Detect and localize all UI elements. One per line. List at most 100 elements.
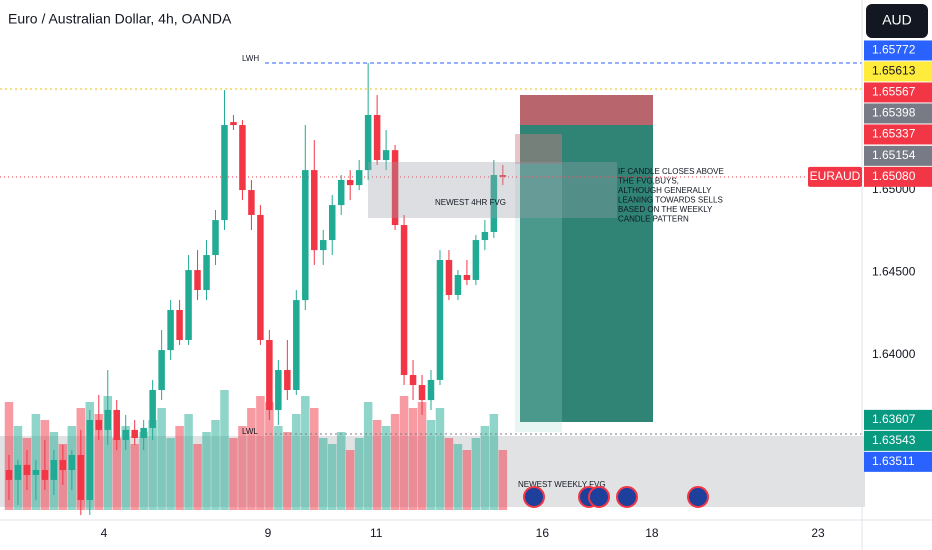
volume-bar	[274, 426, 283, 510]
candle-body	[337, 179, 345, 206]
fvg-4h-label: NEWEST 4HR FVG	[435, 198, 506, 207]
event-icons	[523, 486, 709, 508]
note-line: BASED ON THE WEEKLY	[618, 205, 713, 214]
volume-bar	[408, 408, 418, 510]
volume-bar	[363, 402, 373, 510]
price-label-box	[864, 82, 932, 103]
candle-body	[275, 370, 282, 410]
event-icon[interactable]	[616, 486, 638, 508]
chart-title: Euro / Australian Dollar, 4h, OANDA	[8, 11, 232, 27]
fvg-4h-zone	[368, 162, 617, 218]
position-box	[515, 134, 562, 432]
volume-bar	[184, 414, 193, 510]
currency-button[interactable]	[866, 4, 928, 38]
volume-bar	[390, 414, 400, 510]
candle-body	[5, 470, 13, 480]
position-risk	[515, 134, 562, 164]
volume-bar	[256, 396, 265, 510]
price-label-box	[864, 430, 932, 451]
candle-body	[230, 122, 237, 126]
candle-body	[50, 459, 58, 480]
candle-body	[499, 175, 507, 177]
volume-bar	[130, 444, 139, 510]
volume-bar	[310, 408, 319, 510]
price-label: 1.65567	[872, 85, 916, 99]
volume-bar	[112, 438, 121, 510]
candle-body	[266, 340, 273, 410]
candle-body	[355, 170, 363, 186]
candle-body	[472, 240, 480, 280]
volume-bar	[238, 426, 247, 510]
fvg-weekly-label: NEWEST WEEKLY FVG	[518, 480, 606, 489]
candle-body	[320, 240, 327, 251]
price-label: 1.63607	[872, 412, 916, 426]
volume-bar	[202, 432, 211, 510]
event-icon[interactable]	[523, 486, 545, 508]
volume-bar	[444, 438, 454, 510]
target-zone	[520, 125, 653, 422]
volume-bar	[354, 438, 364, 510]
candle-body	[346, 179, 354, 186]
candle-body	[68, 455, 76, 471]
event-icon[interactable]	[588, 486, 610, 508]
candle-body	[212, 220, 219, 256]
candle-body	[400, 225, 408, 375]
volume-bar	[211, 420, 220, 510]
candle-body	[454, 275, 462, 295]
volume-bar	[498, 450, 508, 510]
volume-bar	[327, 444, 337, 510]
x-tick-label: 11	[370, 526, 383, 540]
candle-body	[32, 470, 40, 475]
note-line: IF CANDLE CLOSES ABOVE	[618, 167, 724, 176]
volume-bar	[265, 402, 274, 510]
candle-body	[490, 175, 498, 232]
volume-bar	[193, 444, 202, 510]
volume-bar	[480, 426, 490, 510]
candle-body	[481, 231, 489, 241]
volume-bar	[345, 450, 355, 510]
candle-body	[248, 190, 255, 215]
volume-bar	[399, 396, 409, 510]
candle-body	[328, 205, 336, 241]
candle-body	[418, 385, 426, 401]
note-line: LEANING TOWARDS SELLS	[618, 196, 723, 205]
volume-bar	[292, 414, 301, 510]
price-label-box	[864, 145, 932, 166]
x-tick-label: 23	[811, 526, 825, 540]
volume-bar	[121, 426, 130, 510]
price-label: 1.65080	[872, 169, 916, 183]
symbol-tag: EURAUD	[810, 169, 861, 183]
currency-label[interactable]: AUD	[882, 12, 912, 28]
volume-bar	[166, 438, 175, 510]
candle-body	[373, 114, 381, 161]
candle-body	[221, 125, 228, 221]
note-line: CANDLE PATTERN	[618, 215, 689, 224]
candle-body	[391, 150, 399, 226]
price-label: 1.65613	[872, 64, 916, 78]
candle-body	[427, 379, 435, 401]
lwh-label: LWH	[242, 54, 259, 63]
volume-bar	[453, 444, 463, 510]
price-label: 1.65154	[872, 148, 916, 162]
event-icon[interactable]	[687, 486, 709, 508]
candle-body	[463, 275, 471, 280]
candle-body	[158, 350, 165, 390]
price-label-box	[864, 451, 932, 472]
price-label-box	[864, 103, 932, 124]
x-tick-label: 18	[645, 526, 659, 540]
volume-bar	[336, 432, 346, 510]
candle-body	[140, 427, 147, 439]
y-tick-label: 1.64000	[872, 347, 916, 361]
price-label: 1.63511	[872, 454, 915, 468]
y-tick-label: 1.64500	[872, 265, 916, 279]
stop-zone	[520, 95, 653, 125]
x-tick-label: 9	[265, 526, 272, 540]
volume-bar	[319, 438, 328, 510]
candle-body	[302, 170, 309, 301]
volume-bar	[435, 408, 445, 510]
candle-body	[86, 420, 94, 501]
candle-body	[149, 390, 156, 428]
price-label-box	[864, 61, 932, 82]
volume-bar	[471, 438, 481, 510]
volume-bar	[220, 390, 229, 510]
